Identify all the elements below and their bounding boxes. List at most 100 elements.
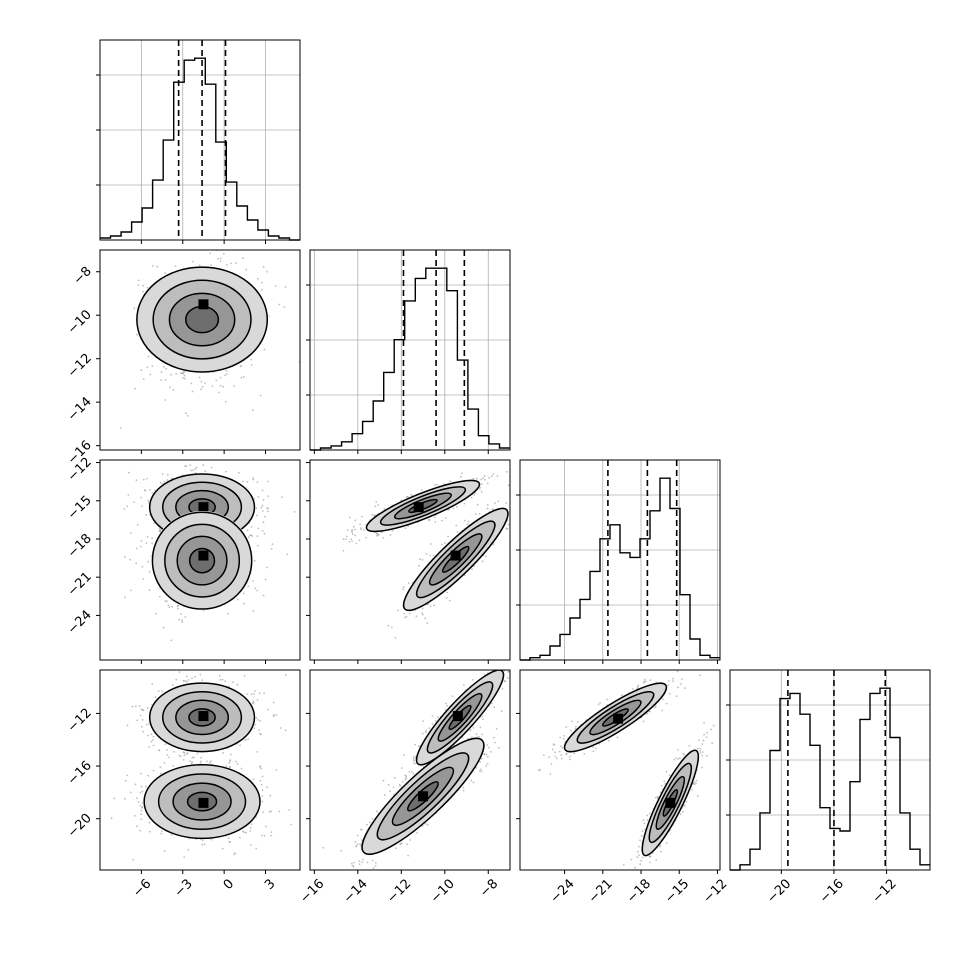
scatter-point	[507, 523, 510, 526]
scatter-point	[256, 589, 259, 592]
scatter-point	[443, 483, 445, 485]
scatter-point	[456, 531, 459, 533]
scatter-point	[199, 762, 202, 765]
scatter-point	[290, 823, 293, 826]
scatter-point	[184, 680, 187, 682]
scatter-point	[448, 599, 451, 602]
scatter-point	[168, 606, 171, 609]
scatter-point	[500, 667, 502, 669]
scatter-point	[136, 825, 138, 828]
scatter-point	[124, 779, 127, 782]
scatter-point	[376, 535, 379, 537]
scatter-point	[266, 708, 269, 711]
scatter-point	[256, 699, 259, 701]
scatter-point	[166, 600, 168, 603]
scatter-point	[225, 373, 228, 375]
scatter-point	[140, 369, 143, 372]
scatter-point	[180, 372, 182, 374]
scatter-point	[517, 674, 519, 676]
density-peak	[450, 550, 461, 561]
scatter-point	[193, 756, 195, 759]
scatter-point	[129, 558, 132, 561]
scatter-point	[119, 427, 122, 429]
scatter-point	[167, 604, 170, 607]
contour-line	[176, 535, 228, 586]
density-peak	[198, 550, 209, 561]
scatter-point	[210, 760, 212, 763]
scatter-point	[110, 817, 113, 820]
panel-frame	[309, 459, 511, 661]
scatter-point	[224, 400, 227, 403]
scatter-point	[142, 709, 145, 712]
scatter-point	[293, 511, 296, 513]
scatter-point	[222, 252, 225, 255]
scatter-point	[242, 592, 245, 595]
scatter-point	[158, 749, 160, 752]
scatter-point	[511, 502, 513, 504]
scatter-point	[245, 831, 247, 834]
scatter-point	[444, 517, 447, 519]
scatter-panel-0-1	[99, 241, 301, 451]
scatter-point	[142, 730, 145, 733]
scatter-point	[192, 469, 194, 472]
scatter-point	[215, 379, 218, 382]
scatter-point	[382, 779, 385, 782]
scatter-point	[183, 856, 186, 858]
scatter-point	[166, 473, 169, 476]
scatter-point	[351, 529, 354, 531]
scatter-point	[185, 753, 188, 756]
contour-line	[175, 699, 230, 736]
scatter-point	[474, 513, 477, 515]
scatter-point	[135, 333, 138, 336]
scatter-point	[246, 693, 249, 695]
density-peak	[413, 502, 424, 513]
scatter-point	[131, 705, 134, 708]
scatter-point	[145, 723, 148, 726]
scatter-point	[178, 671, 181, 673]
scatter-point	[514, 520, 516, 522]
scatter-point	[229, 759, 232, 761]
scatter-point	[252, 478, 255, 481]
scatter-point	[243, 831, 246, 834]
scatter-point	[160, 830, 163, 832]
scatter-point	[257, 527, 260, 530]
scatter-point	[400, 499, 403, 502]
scatter-point	[217, 257, 219, 260]
scatter-point	[238, 471, 240, 474]
scatter-point	[141, 719, 144, 721]
scatter-point	[473, 565, 475, 567]
scatter-point	[270, 548, 273, 550]
scatter-point	[244, 738, 247, 741]
scatter-point	[243, 602, 245, 605]
panel-content	[123, 464, 296, 642]
panel-content	[342, 470, 519, 639]
scatter-point	[263, 532, 266, 535]
scatter-point	[283, 306, 286, 308]
scatter-point	[517, 485, 519, 487]
scatter-point	[170, 834, 173, 836]
scatter-point	[514, 493, 516, 495]
scatter-point	[218, 674, 221, 677]
scatter-point	[513, 662, 515, 664]
scatter-point	[358, 539, 361, 542]
scatter-point	[491, 508, 494, 510]
scatter-point	[159, 766, 162, 769]
panel-content	[110, 671, 293, 861]
scatter-point	[250, 823, 253, 826]
scatter-point	[141, 790, 144, 793]
scatter-point	[224, 374, 226, 377]
scatter-point	[216, 241, 218, 243]
scatter-point	[174, 265, 177, 267]
scatter-point	[182, 759, 185, 761]
scatter-point	[496, 475, 499, 478]
contour-line	[164, 523, 241, 598]
scatter-point	[470, 496, 473, 499]
scatter-point	[266, 270, 268, 273]
scatter-point	[191, 677, 193, 680]
scatter-point	[252, 477, 255, 480]
scatter-point	[201, 839, 204, 842]
scatter-point	[225, 765, 228, 767]
scatter-point	[141, 805, 144, 808]
scatter-point	[472, 477, 475, 480]
scatter-point	[134, 783, 137, 786]
